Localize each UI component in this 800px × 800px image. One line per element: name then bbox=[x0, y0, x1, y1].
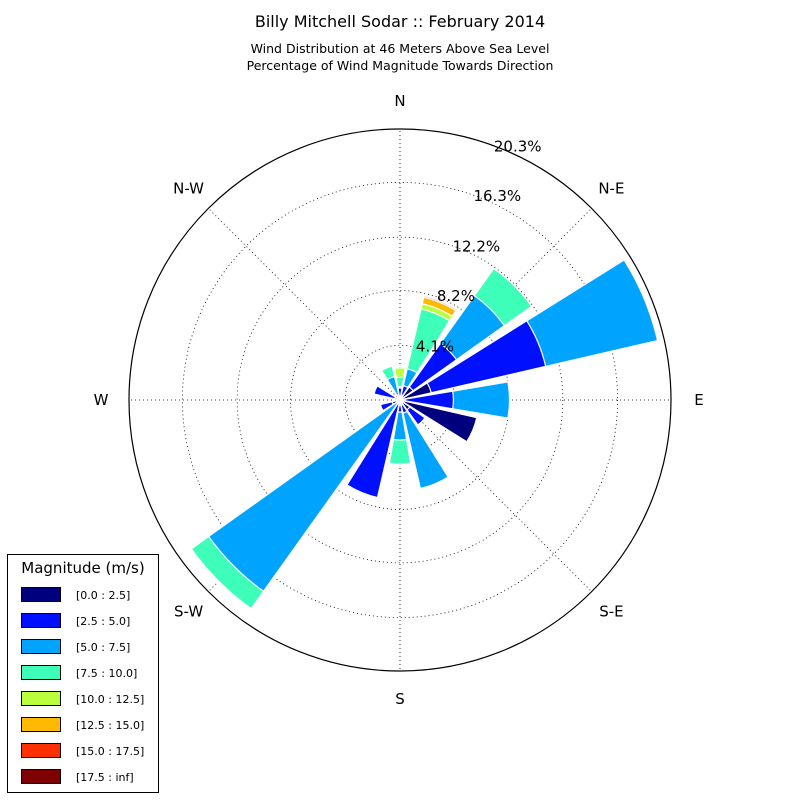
bar-sector-4-bin-1 bbox=[399, 390, 455, 410]
wind-rose-bars bbox=[190, 259, 659, 610]
bar-sector-8-bin-1 bbox=[397, 399, 403, 413]
ring-label-1: 8.2% bbox=[437, 287, 475, 305]
legend-swatch bbox=[21, 613, 61, 628]
direction-label-n-w: N-W bbox=[173, 180, 204, 198]
legend-swatch bbox=[21, 587, 61, 602]
bar-sector-4-bin-2 bbox=[399, 381, 511, 419]
outer-circle bbox=[128, 128, 672, 672]
bar-sector-3-bin-1 bbox=[399, 319, 547, 401]
direction-label-n: N bbox=[394, 92, 405, 110]
legend-label: [15.0 : 17.5] bbox=[76, 745, 145, 758]
direction-label-w: W bbox=[94, 391, 109, 409]
ring-label-4: 20.3% bbox=[494, 138, 542, 156]
grid-spoke-7 bbox=[208, 208, 401, 401]
grid-ring-2 bbox=[236, 236, 564, 564]
polar-labels: N N-E E S-E S S-W W N-W 4.1% 8.2% 12.2% 16.3% 20.3% bbox=[94, 92, 704, 708]
bar-sector-11-bin-0 bbox=[391, 399, 401, 406]
grid-ring-3 bbox=[181, 181, 619, 619]
bar-sector-10-bin-2 bbox=[207, 399, 401, 593]
direction-label-e: E bbox=[694, 391, 703, 409]
legend-label: [17.5 : inf] bbox=[76, 771, 134, 784]
grid-spoke-3 bbox=[399, 399, 592, 592]
bar-sector-15-bin-1 bbox=[396, 394, 401, 401]
ring-label-0: 4.1% bbox=[416, 337, 454, 355]
legend-label: [7.5 : 10.0] bbox=[76, 667, 138, 680]
bar-sector-13-bin-1 bbox=[373, 385, 401, 401]
chart-subtitle-1: Wind Distribution at 46 Meters Above Sea… bbox=[250, 41, 550, 56]
bar-sector-5-bin-0 bbox=[399, 399, 478, 443]
legend-label: [10.0 : 12.5] bbox=[76, 693, 145, 706]
ring-label-3: 16.3% bbox=[473, 187, 521, 205]
bar-sector-0-bin-1 bbox=[397, 387, 403, 401]
legend-label: [5.0 : 7.5] bbox=[76, 641, 131, 654]
legend: Magnitude (m/s) [0.0 : 2.5] [2.5 : 5.0] [5… bbox=[7, 554, 159, 793]
legend-swatch bbox=[21, 639, 61, 654]
bar-sector-15-bin-2 bbox=[386, 375, 401, 401]
chart-title: Billy Mitchell Sodar :: February 2014 bbox=[254, 12, 546, 31]
legend-label: [0.0 : 2.5] bbox=[76, 589, 131, 602]
legend-swatch bbox=[21, 717, 61, 732]
legend-swatch bbox=[21, 665, 61, 680]
bar-sector-8-bin-2 bbox=[392, 399, 408, 441]
ring-label-2: 12.2% bbox=[452, 238, 500, 256]
legend-swatch bbox=[21, 769, 61, 784]
direction-label-s-w: S-W bbox=[174, 602, 203, 620]
bar-sector-3-bin-0 bbox=[399, 382, 432, 401]
bar-sector-7-bin-2 bbox=[399, 399, 449, 490]
direction-label-n-e: N-E bbox=[598, 180, 624, 198]
bar-sector-2-bin-0 bbox=[399, 386, 414, 401]
direction-label-s-e: S-E bbox=[599, 602, 623, 620]
legend-swatch bbox=[21, 743, 61, 758]
legend-swatch bbox=[21, 691, 61, 706]
legend-title: Magnitude (m/s) bbox=[21, 559, 145, 577]
direction-label-s: S bbox=[395, 690, 405, 708]
chart-subtitle-2: Percentage of Wind Magnitude Towards Dir… bbox=[246, 58, 554, 73]
bar-sector-6-bin-0 bbox=[399, 399, 411, 411]
legend-label: [2.5 : 5.0] bbox=[76, 615, 131, 628]
bar-sector-2-bin-1 bbox=[399, 342, 458, 401]
legend-label: [12.5 : 15.0] bbox=[76, 719, 145, 732]
bar-sector-9-bin-1 bbox=[346, 399, 401, 499]
